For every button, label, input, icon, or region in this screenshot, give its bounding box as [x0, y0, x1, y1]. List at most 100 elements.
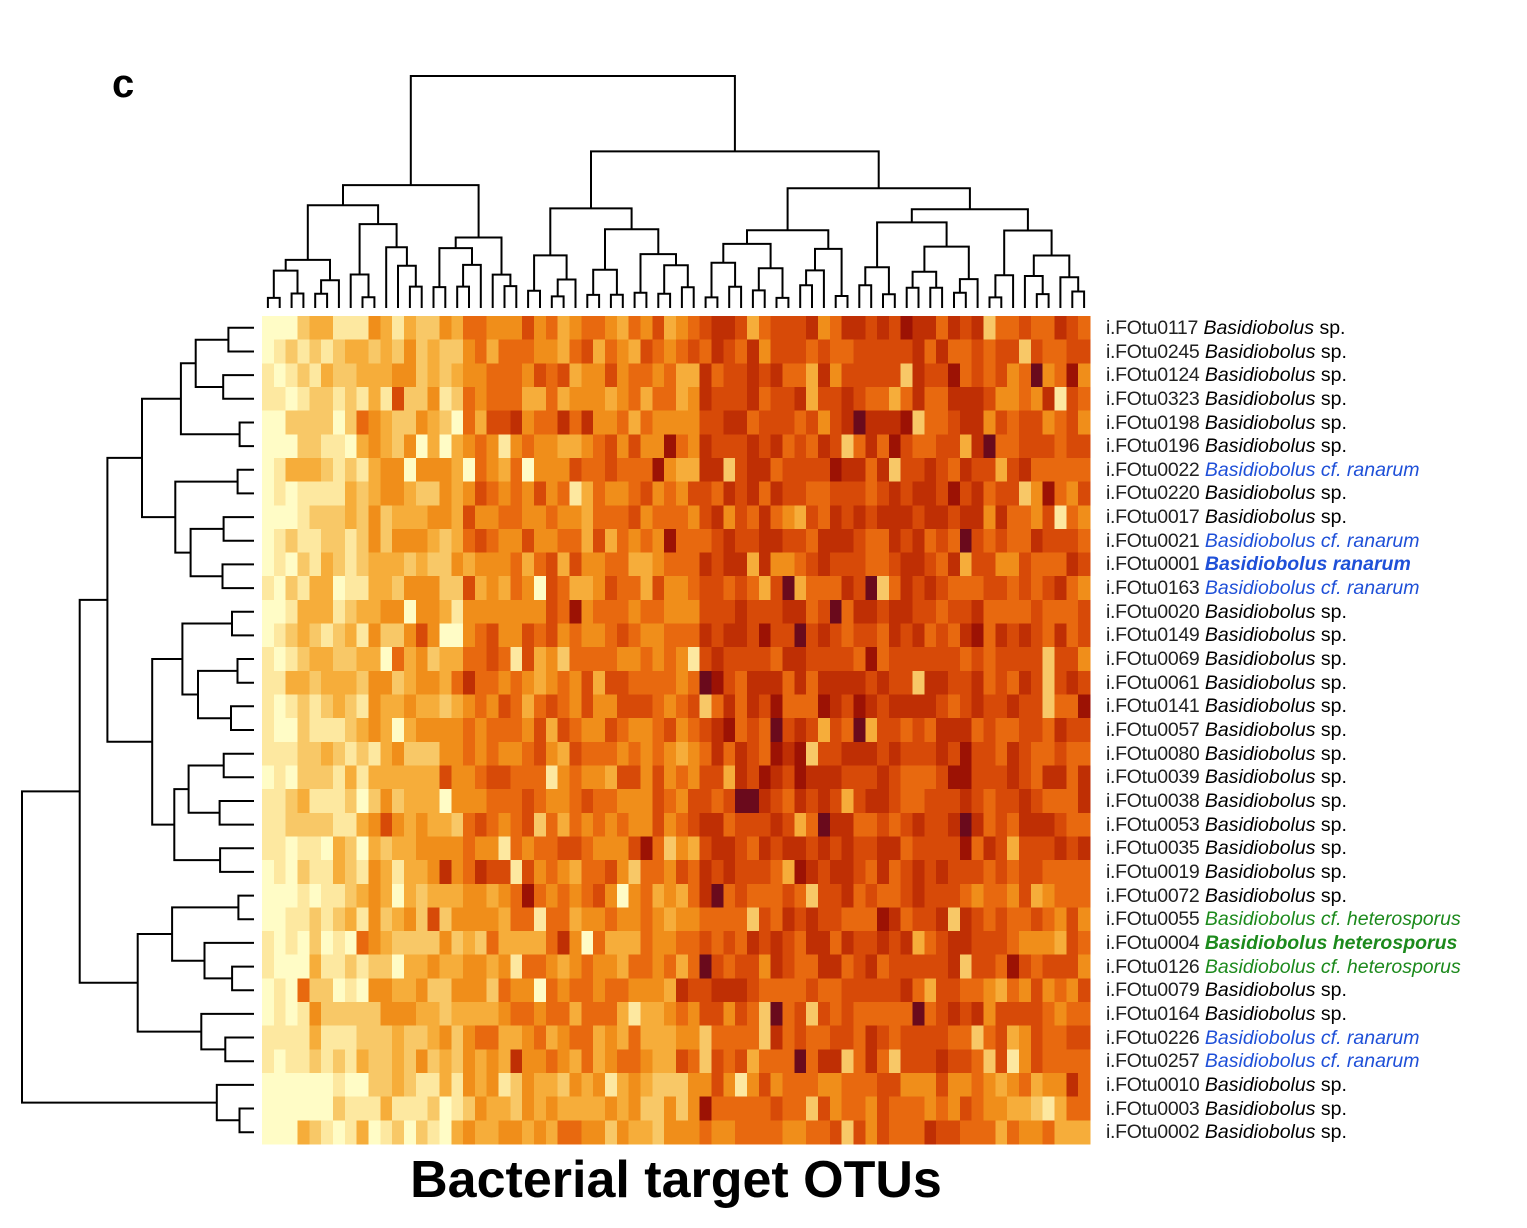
heatmap-cell — [581, 1120, 594, 1145]
heatmap-cell — [841, 363, 855, 388]
heatmap-cell — [995, 316, 1008, 341]
heatmap-cell — [664, 1120, 677, 1145]
heatmap-cell — [746, 789, 760, 814]
heatmap-cell — [829, 954, 843, 979]
heatmap-cell — [534, 1049, 547, 1074]
heatmap-cell — [403, 812, 417, 838]
taxon-epithet: sp. — [1320, 979, 1347, 1002]
heatmap-cell — [971, 883, 985, 909]
heatmap-cell — [1007, 1073, 1020, 1098]
heatmap-cell — [534, 694, 547, 719]
heatmap-cell — [605, 883, 618, 909]
heatmap-cell — [593, 386, 606, 412]
heatmap-cell — [616, 505, 630, 530]
heatmap-cell — [900, 386, 914, 412]
heatmap-cell — [782, 1073, 795, 1098]
heatmap-cell — [924, 316, 937, 341]
heatmap-cell — [297, 670, 310, 696]
taxon-epithet: sp. — [1320, 482, 1347, 505]
heatmap-cell — [995, 907, 1008, 932]
heatmap-cell — [794, 505, 807, 530]
heatmap-cell — [711, 599, 724, 625]
heatmap-cell — [782, 1096, 795, 1121]
heatmap-cell — [664, 836, 677, 861]
heatmap-cell — [936, 386, 949, 412]
heatmap-cell — [605, 647, 618, 672]
heatmap-cell — [380, 931, 393, 956]
heatmap-cell — [344, 386, 358, 412]
heatmap-cell — [1030, 741, 1044, 767]
heatmap-cell — [356, 623, 370, 648]
heatmap-cell — [746, 316, 760, 341]
heatmap-cell — [1019, 718, 1032, 743]
dendrogram-branch — [556, 278, 577, 308]
heatmap-cell — [1054, 434, 1067, 459]
heatmap-cell — [463, 647, 476, 672]
heatmap-cell — [273, 599, 287, 625]
heatmap-cell — [273, 316, 287, 341]
heatmap-cell — [356, 599, 370, 625]
heatmap-cell — [356, 907, 370, 932]
heatmap-cell — [474, 410, 488, 435]
heatmap-cell — [273, 860, 287, 885]
heatmap-cell — [888, 1002, 902, 1027]
dendrogram-branch — [438, 247, 473, 288]
heatmap-cell — [948, 1049, 961, 1074]
heatmap-cell — [356, 954, 370, 979]
heatmap-cell — [948, 623, 961, 648]
heatmap-cell — [427, 316, 441, 341]
heatmap-cell — [983, 457, 996, 483]
heatmap-cell — [415, 836, 429, 861]
heatmap-cell — [344, 1049, 358, 1074]
heatmap-cell — [262, 363, 275, 388]
heatmap-cell — [557, 599, 571, 625]
heatmap-cell — [439, 954, 452, 979]
heatmap-cell — [853, 410, 866, 435]
heatmap-cell — [545, 694, 559, 719]
heatmap-cell — [486, 1025, 500, 1050]
heatmap-cell — [262, 316, 275, 341]
heatmap-cell — [451, 812, 464, 838]
heatmap-cell — [711, 363, 724, 388]
heatmap-cell — [557, 1073, 571, 1098]
heatmap-cell — [427, 883, 441, 909]
heatmap-cell — [344, 1025, 358, 1050]
heatmap-cell — [297, 954, 310, 979]
heatmap-cell — [297, 718, 310, 743]
heatmap-cell — [723, 363, 736, 388]
heatmap-cell — [853, 1096, 866, 1121]
heatmap-cell — [415, 1049, 429, 1074]
heatmap-cell — [758, 741, 772, 767]
heatmap-cell — [1042, 528, 1056, 554]
heatmap-cell — [569, 410, 582, 435]
heatmap-cell — [557, 978, 571, 1003]
heatmap-cell — [853, 599, 866, 625]
heatmap-cell — [817, 434, 831, 459]
heatmap-cell — [1019, 812, 1032, 838]
heatmap-cell — [545, 978, 559, 1003]
dendrogram-branch — [266, 296, 281, 308]
heatmap-cell — [841, 386, 855, 412]
heatmap-cell — [1019, 599, 1032, 625]
heatmap-cell — [924, 978, 937, 1003]
heatmap-cell — [865, 481, 878, 506]
heatmap-cell — [427, 931, 441, 956]
dendrogram-branch — [1003, 229, 1053, 276]
heatmap-cell — [676, 457, 689, 483]
heatmap-cell — [995, 623, 1008, 648]
heatmap-cell — [758, 836, 772, 861]
heatmap-cell — [403, 410, 417, 435]
heatmap-cell — [664, 954, 677, 979]
heatmap-cell — [817, 670, 831, 696]
heatmap-cell — [983, 789, 996, 814]
heatmap-cell — [758, 789, 772, 814]
heatmap-cell — [581, 789, 594, 814]
heatmap-cell — [687, 576, 701, 601]
heatmap-cell — [877, 552, 890, 577]
heatmap-cell — [735, 954, 748, 979]
heatmap-cell — [415, 576, 429, 601]
heatmap-cell — [829, 860, 843, 885]
heatmap-cell — [1078, 812, 1091, 838]
heatmap-cell — [486, 410, 500, 435]
heatmap-cell — [616, 1002, 630, 1027]
